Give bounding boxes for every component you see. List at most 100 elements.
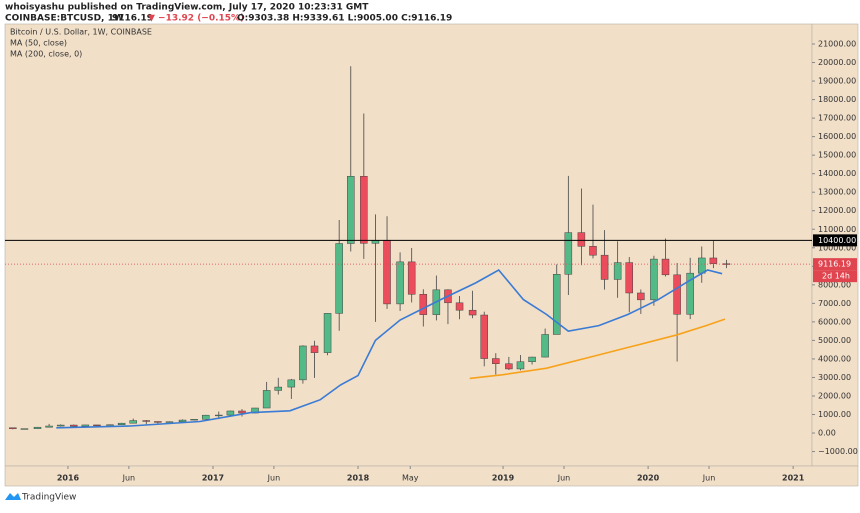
x-tick-label: 2016 (57, 474, 80, 483)
y-tick-label: 6000.00 (818, 317, 851, 326)
candle-body (698, 257, 706, 274)
y-tick-label: 1000.00 (818, 410, 851, 419)
countdown: 2d 14h (822, 272, 850, 281)
y-tick-label: 10000.00 (818, 243, 856, 252)
candle-body (106, 424, 114, 426)
last-price-box (813, 258, 857, 271)
y-tick-label: 21000.00 (818, 40, 856, 49)
candle-body (117, 422, 126, 425)
y-tick-label: 20000.00 (818, 58, 856, 67)
published: whoisyashu published on TradingView.com,… (5, 3, 369, 13)
candle-body (407, 261, 416, 295)
candle-body (650, 258, 658, 301)
y-tick-label: 16000.00 (818, 132, 856, 141)
x-tick-label: Jun (557, 474, 571, 483)
candle-body (492, 358, 500, 364)
last-price-label: 9116.19 (818, 260, 851, 269)
y-tick-label: 2000.00 (818, 391, 851, 400)
y-tick-label: 15000.00 (818, 151, 856, 160)
ma-line (56, 268, 723, 429)
candle-body (589, 246, 597, 256)
candle-body (455, 302, 464, 311)
candle-body (215, 414, 223, 417)
ohlc: O:9303.38 H:9339.61 L:9005.00 C:9116.19 (237, 14, 452, 24)
change: ▼ −13.92 (−0.15%) (148, 14, 244, 24)
legend-entry: MA (50, close) (10, 39, 67, 48)
candle-body (516, 361, 525, 370)
candle-body (154, 421, 162, 423)
hline-label: 10400.00 (818, 236, 856, 245)
symbol: COINBASE:BTCUSD, 1W (5, 14, 124, 24)
candle-body (396, 261, 404, 305)
candle-body (673, 274, 681, 315)
candle-body (709, 257, 718, 264)
y-tick-label: 17000.00 (818, 114, 856, 123)
y-tick-label: 19000.00 (818, 77, 856, 86)
x-tick-label: 2020 (637, 474, 660, 483)
candle-body (577, 232, 586, 247)
candle-body (56, 424, 65, 427)
ma-line (469, 318, 726, 380)
candle-body (142, 420, 151, 422)
candle-body (299, 345, 307, 381)
candle-body (274, 386, 283, 391)
countdown-box (813, 270, 857, 283)
x-tick-label: Jun (122, 474, 136, 483)
last: 9116.19 (112, 14, 153, 24)
candle-body (238, 410, 246, 414)
candle-body (541, 334, 549, 358)
y-tick-label: 5000.00 (818, 336, 851, 345)
candle-body (335, 243, 343, 314)
candle-body (226, 410, 235, 416)
x-tick-label: 2018 (347, 474, 370, 483)
candle-body (165, 421, 174, 423)
candle-body (178, 419, 187, 422)
y-tick-label: 0.00 (818, 429, 836, 438)
candle-body (468, 309, 477, 316)
candle-body (9, 427, 17, 430)
y-tick-label: 13000.00 (818, 188, 856, 197)
x-tick-label: May (402, 474, 419, 483)
hline-label-box (813, 234, 857, 247)
candle-body (505, 363, 513, 370)
candle-body (262, 390, 271, 409)
candle-body (93, 424, 101, 426)
candle-body (201, 414, 210, 420)
candle-body (528, 356, 536, 362)
candle-body (480, 314, 488, 359)
candle-body (347, 176, 355, 244)
candle-body (323, 313, 332, 353)
candle-body (190, 419, 198, 421)
x-tick-label: 2017 (202, 474, 224, 483)
candle-body (33, 426, 42, 429)
x-tick-label: Jun (702, 474, 716, 483)
candle-body (45, 425, 53, 428)
candle-body (383, 240, 391, 305)
candle-body (310, 345, 319, 353)
candle-body (81, 424, 90, 427)
y-tick-label: 12000.00 (818, 206, 856, 215)
y-tick-label: 3000.00 (818, 373, 851, 382)
candle-body (686, 272, 694, 315)
legend-entry: MA (200, close, 0) (10, 50, 82, 59)
candle-body (419, 294, 428, 315)
logo (5, 493, 21, 500)
candle-body (637, 292, 645, 301)
candle-body (129, 420, 137, 424)
candle-body (20, 428, 29, 430)
x-tick-label: 2019 (492, 474, 515, 483)
y-tick-label: 18000.00 (818, 95, 856, 104)
y-tick-label: 11000.00 (818, 225, 856, 234)
candle-body (661, 258, 670, 276)
y-tick-label: −1000.00 (818, 447, 858, 456)
candle-body (360, 176, 368, 244)
chart-title: Bitcoin / U.S. Dollar, 1W, COINBASE (10, 28, 152, 37)
y-tick-label: 14000.00 (818, 169, 856, 178)
candle-body (625, 262, 634, 294)
plot-area (4, 23, 813, 467)
x-tick-label: Jun (267, 474, 281, 483)
candle-body (613, 262, 622, 280)
candle-body (600, 254, 609, 280)
